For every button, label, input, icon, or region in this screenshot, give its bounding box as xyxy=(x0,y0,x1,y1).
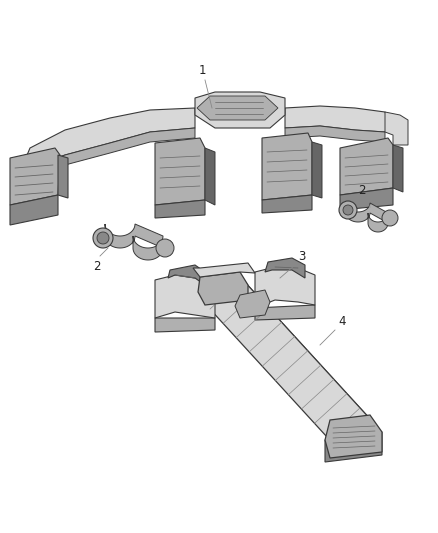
Polygon shape xyxy=(197,96,278,120)
Text: 4: 4 xyxy=(338,315,346,328)
Text: 2: 2 xyxy=(93,260,101,273)
Text: 1: 1 xyxy=(198,64,206,77)
Polygon shape xyxy=(25,108,195,168)
Polygon shape xyxy=(10,195,58,225)
Text: 3: 3 xyxy=(298,250,305,263)
Polygon shape xyxy=(10,148,60,205)
Polygon shape xyxy=(205,148,215,205)
Polygon shape xyxy=(255,267,315,308)
Circle shape xyxy=(343,205,353,215)
Polygon shape xyxy=(199,267,371,450)
Polygon shape xyxy=(58,155,68,198)
Polygon shape xyxy=(155,138,205,205)
Polygon shape xyxy=(346,203,388,232)
Polygon shape xyxy=(195,92,285,128)
Circle shape xyxy=(339,201,357,219)
Polygon shape xyxy=(155,275,215,318)
Polygon shape xyxy=(168,265,205,285)
Polygon shape xyxy=(393,145,403,192)
Polygon shape xyxy=(231,267,371,432)
Polygon shape xyxy=(235,290,270,318)
Polygon shape xyxy=(340,188,393,210)
Polygon shape xyxy=(285,126,385,142)
Polygon shape xyxy=(193,263,255,277)
Polygon shape xyxy=(265,258,305,278)
Circle shape xyxy=(93,228,113,248)
Polygon shape xyxy=(105,224,163,260)
Text: 2: 2 xyxy=(358,184,366,197)
Circle shape xyxy=(382,210,398,226)
Polygon shape xyxy=(312,142,322,198)
Polygon shape xyxy=(262,133,312,200)
Circle shape xyxy=(156,239,174,257)
Circle shape xyxy=(97,232,109,244)
Polygon shape xyxy=(325,415,382,458)
Polygon shape xyxy=(25,128,195,178)
Polygon shape xyxy=(155,200,205,218)
Polygon shape xyxy=(198,272,248,305)
Polygon shape xyxy=(285,106,390,132)
Polygon shape xyxy=(262,195,312,213)
Polygon shape xyxy=(340,138,393,195)
Polygon shape xyxy=(385,112,408,145)
Polygon shape xyxy=(325,432,382,462)
Polygon shape xyxy=(155,318,215,332)
Polygon shape xyxy=(255,305,315,320)
